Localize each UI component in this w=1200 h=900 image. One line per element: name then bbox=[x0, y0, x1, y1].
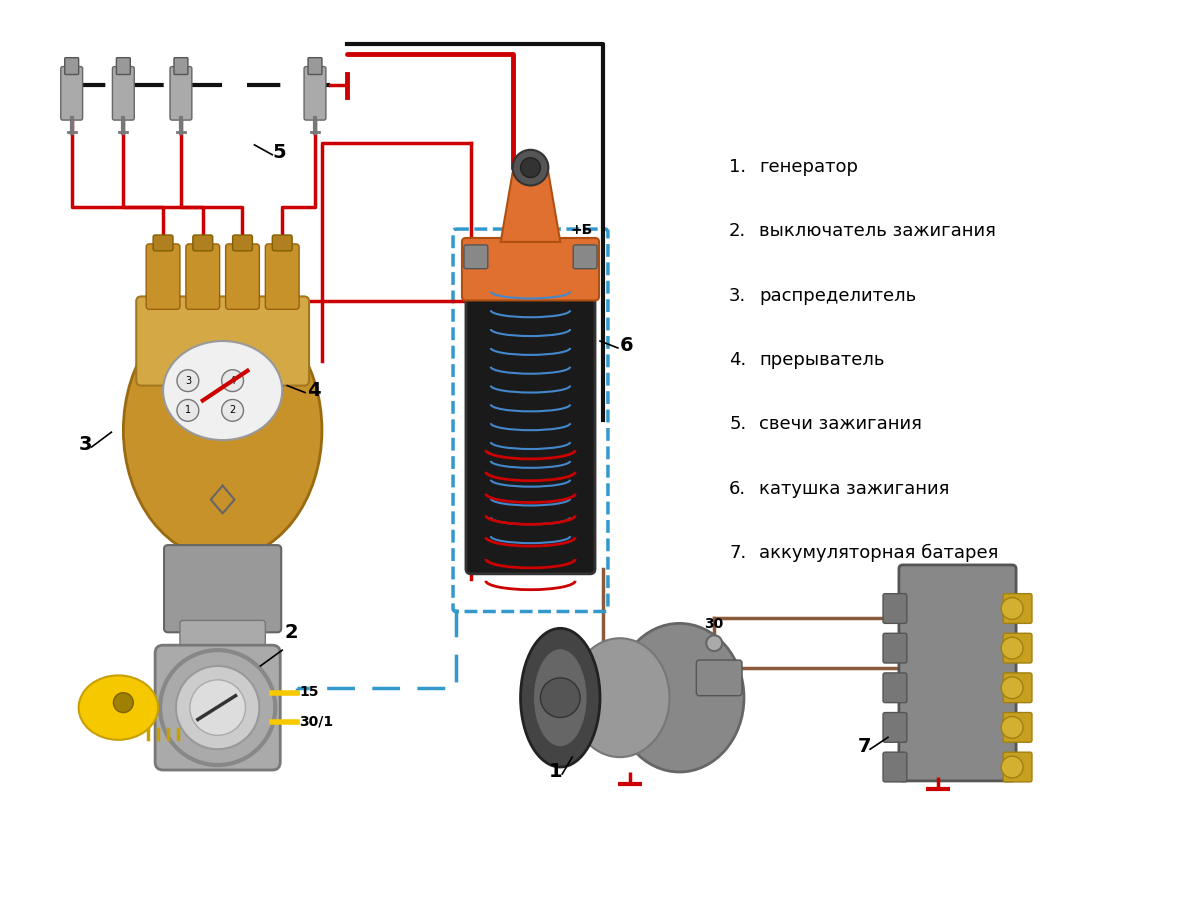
FancyBboxPatch shape bbox=[1003, 594, 1032, 624]
FancyBboxPatch shape bbox=[883, 713, 907, 742]
Text: +Б: +Б bbox=[570, 223, 593, 237]
FancyBboxPatch shape bbox=[265, 244, 299, 310]
Ellipse shape bbox=[124, 302, 322, 559]
Text: свечи зажигания: свечи зажигания bbox=[758, 415, 922, 433]
Text: выключатель зажигания: выключатель зажигания bbox=[758, 222, 996, 240]
Text: 2.: 2. bbox=[730, 222, 746, 240]
Circle shape bbox=[540, 678, 580, 717]
Text: 30: 30 bbox=[704, 617, 724, 631]
Circle shape bbox=[176, 400, 199, 421]
Text: аккумуляторная батарея: аккумуляторная батарея bbox=[758, 544, 998, 562]
FancyBboxPatch shape bbox=[193, 235, 212, 251]
Circle shape bbox=[1001, 637, 1024, 659]
FancyBboxPatch shape bbox=[155, 645, 281, 770]
FancyBboxPatch shape bbox=[1003, 713, 1032, 742]
Text: 4: 4 bbox=[307, 381, 320, 400]
Circle shape bbox=[222, 370, 244, 392]
Circle shape bbox=[521, 158, 540, 177]
Circle shape bbox=[176, 370, 199, 392]
Ellipse shape bbox=[533, 648, 588, 747]
Ellipse shape bbox=[521, 628, 600, 767]
FancyBboxPatch shape bbox=[899, 565, 1016, 781]
FancyBboxPatch shape bbox=[1003, 752, 1032, 782]
Circle shape bbox=[176, 666, 259, 749]
Ellipse shape bbox=[570, 638, 670, 757]
Circle shape bbox=[1001, 716, 1024, 738]
Polygon shape bbox=[500, 173, 560, 242]
FancyBboxPatch shape bbox=[574, 245, 598, 269]
FancyBboxPatch shape bbox=[464, 245, 487, 269]
Circle shape bbox=[114, 693, 133, 713]
FancyBboxPatch shape bbox=[174, 58, 188, 75]
Text: 5.: 5. bbox=[730, 415, 746, 433]
Text: 2: 2 bbox=[229, 405, 235, 416]
FancyBboxPatch shape bbox=[65, 58, 79, 75]
FancyBboxPatch shape bbox=[462, 238, 599, 301]
Text: 15: 15 bbox=[299, 685, 319, 698]
Text: генератор: генератор bbox=[758, 158, 858, 176]
Circle shape bbox=[222, 400, 244, 421]
Text: 5: 5 bbox=[272, 143, 286, 162]
Ellipse shape bbox=[163, 341, 282, 440]
Text: 2: 2 bbox=[284, 623, 298, 643]
FancyBboxPatch shape bbox=[304, 67, 326, 120]
Circle shape bbox=[1001, 598, 1024, 619]
FancyBboxPatch shape bbox=[180, 620, 265, 686]
FancyBboxPatch shape bbox=[272, 235, 292, 251]
FancyBboxPatch shape bbox=[170, 67, 192, 120]
FancyBboxPatch shape bbox=[186, 244, 220, 310]
FancyBboxPatch shape bbox=[466, 266, 595, 574]
Text: 3: 3 bbox=[79, 435, 92, 454]
Ellipse shape bbox=[614, 624, 744, 772]
FancyBboxPatch shape bbox=[116, 58, 131, 75]
Text: 3: 3 bbox=[185, 375, 191, 385]
Text: 6: 6 bbox=[620, 336, 634, 355]
Circle shape bbox=[190, 680, 246, 735]
Text: 7: 7 bbox=[858, 737, 871, 756]
Text: 6.: 6. bbox=[730, 480, 746, 498]
Circle shape bbox=[707, 635, 722, 651]
Circle shape bbox=[512, 149, 548, 185]
Text: распределитель: распределитель bbox=[758, 286, 916, 304]
FancyBboxPatch shape bbox=[1003, 634, 1032, 663]
FancyBboxPatch shape bbox=[1003, 673, 1032, 703]
Circle shape bbox=[1001, 756, 1024, 778]
Text: 4.: 4. bbox=[730, 351, 746, 369]
Text: 7.: 7. bbox=[730, 544, 746, 562]
FancyBboxPatch shape bbox=[113, 67, 134, 120]
Text: 4: 4 bbox=[229, 375, 235, 385]
FancyBboxPatch shape bbox=[883, 673, 907, 703]
FancyBboxPatch shape bbox=[696, 660, 742, 696]
Text: 3.: 3. bbox=[730, 286, 746, 304]
Text: прерыватель: прерыватель bbox=[758, 351, 884, 369]
Text: 30/1: 30/1 bbox=[299, 715, 334, 728]
FancyBboxPatch shape bbox=[883, 752, 907, 782]
Text: катушка зажигания: катушка зажигания bbox=[758, 480, 949, 498]
Ellipse shape bbox=[79, 675, 158, 740]
FancyBboxPatch shape bbox=[233, 235, 252, 251]
FancyBboxPatch shape bbox=[61, 67, 83, 120]
FancyBboxPatch shape bbox=[883, 594, 907, 624]
FancyBboxPatch shape bbox=[154, 235, 173, 251]
FancyBboxPatch shape bbox=[883, 634, 907, 663]
Text: 1: 1 bbox=[548, 762, 562, 781]
Text: 1.: 1. bbox=[730, 158, 746, 176]
Circle shape bbox=[1001, 677, 1024, 698]
FancyBboxPatch shape bbox=[164, 545, 281, 633]
Text: 1: 1 bbox=[185, 405, 191, 416]
FancyBboxPatch shape bbox=[226, 244, 259, 310]
FancyBboxPatch shape bbox=[193, 676, 252, 724]
FancyBboxPatch shape bbox=[146, 244, 180, 310]
FancyBboxPatch shape bbox=[308, 58, 322, 75]
FancyBboxPatch shape bbox=[137, 296, 310, 385]
